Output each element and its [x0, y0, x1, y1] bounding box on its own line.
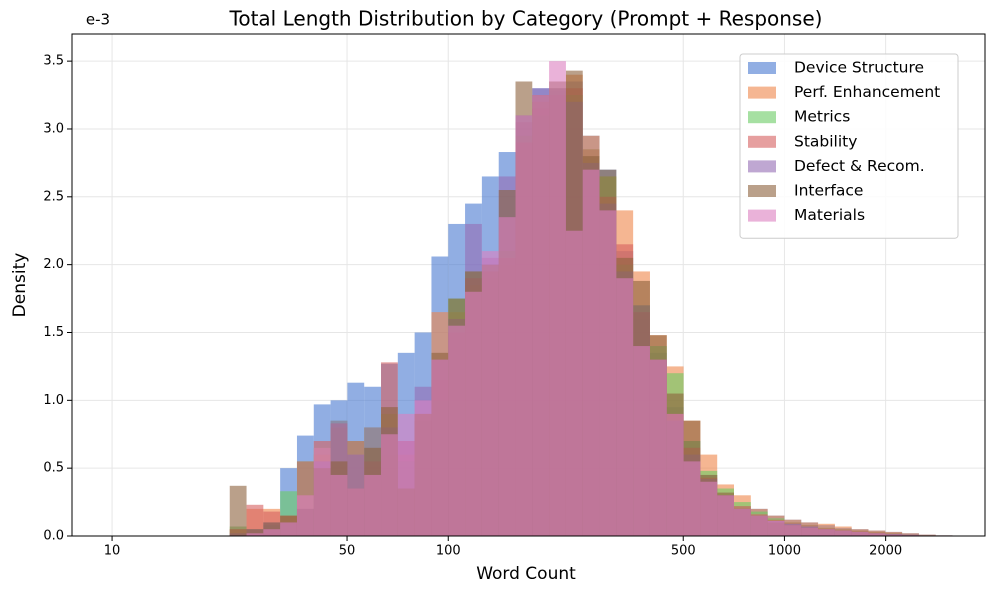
histogram-bar — [851, 531, 869, 536]
histogram-bar — [431, 359, 449, 536]
histogram-bar — [498, 217, 516, 536]
histogram-bar — [364, 474, 382, 536]
histogram-bar — [784, 525, 802, 536]
y-offset-label: e-3 — [86, 11, 110, 29]
histogram-bar — [616, 278, 634, 536]
y-tick-label: 1.5 — [43, 325, 64, 340]
legend-swatch — [748, 62, 776, 74]
legend-label: Metrics — [794, 108, 850, 126]
histogram-bar — [229, 485, 247, 536]
legend-label: Device Structure — [794, 59, 924, 77]
histogram-bar — [633, 346, 650, 536]
y-tick-label: 0.0 — [43, 529, 64, 544]
histogram-bar — [414, 400, 432, 536]
histogram-bar — [733, 508, 751, 536]
histogram-bar — [666, 413, 684, 536]
y-axis-label: Density — [10, 253, 30, 318]
histogram-bar — [313, 447, 331, 536]
histogram-bar — [683, 461, 701, 536]
histogram-bar — [296, 495, 314, 536]
y-tick-label: 0.5 — [43, 461, 64, 476]
legend-box — [739, 53, 959, 239]
y-tick-label: 1.0 — [43, 393, 64, 408]
histogram-bar — [246, 529, 264, 536]
histogram-bar — [599, 210, 617, 537]
histogram-bar — [801, 527, 819, 536]
histogram-bar — [717, 495, 734, 536]
histogram-bar — [263, 529, 281, 536]
histogram-bar — [280, 522, 297, 536]
histogram-bar — [700, 481, 718, 536]
histogram-bar — [532, 95, 550, 537]
x-tick-label: 500 — [671, 544, 696, 559]
histogram-bar — [246, 533, 264, 536]
legend-swatch — [748, 160, 776, 173]
histogram-bar — [246, 504, 264, 536]
histogram-bar — [330, 474, 348, 536]
histogram-bar — [818, 529, 835, 536]
histogram-bar — [885, 534, 903, 536]
legend-swatch — [748, 135, 776, 148]
legend-label: Perf. Enhancement — [794, 83, 940, 101]
y-tick-label: 2.0 — [43, 257, 64, 272]
x-tick-label: 10 — [104, 544, 121, 559]
histogram-bar — [549, 61, 566, 537]
histogram-bar — [481, 251, 499, 536]
chart-title: Total Length Distribution by Category (P… — [229, 7, 823, 31]
histogram-bar — [515, 115, 533, 537]
histogram-bar — [565, 230, 583, 536]
histogram-bar — [868, 533, 886, 536]
legend-swatch — [748, 185, 776, 197]
legend-swatch — [748, 209, 776, 222]
histogram-bar — [767, 521, 785, 536]
histogram-bar — [582, 169, 600, 537]
legend-label: Stability — [794, 132, 857, 150]
legend-swatch — [748, 111, 776, 124]
histogram-bar — [649, 359, 667, 536]
histogram-bar — [448, 325, 466, 536]
histogram-bar — [465, 291, 482, 536]
x-tick-label: 2000 — [869, 544, 902, 559]
histogram-bar — [381, 434, 398, 536]
legend-label: Materials — [794, 206, 865, 224]
histogram-bar — [347, 488, 365, 536]
histogram-bar — [750, 515, 768, 536]
histogram-bar — [834, 530, 852, 536]
x-tick-label: 1000 — [768, 544, 801, 559]
plot-frame — [71, 33, 986, 537]
y-tick-label: 3.5 — [43, 54, 64, 69]
y-tick-label: 2.5 — [43, 189, 64, 204]
legend-label: Interface — [794, 182, 863, 200]
x-tick-label: 50 — [339, 544, 356, 559]
legend-label: Defect & Recom. — [794, 157, 925, 175]
histogram-bar — [397, 413, 415, 536]
x-tick-label: 100 — [436, 544, 461, 559]
x-axis-label: Word Count — [476, 564, 576, 584]
legend-swatch — [748, 86, 776, 99]
y-tick-label: 3.0 — [43, 121, 64, 136]
